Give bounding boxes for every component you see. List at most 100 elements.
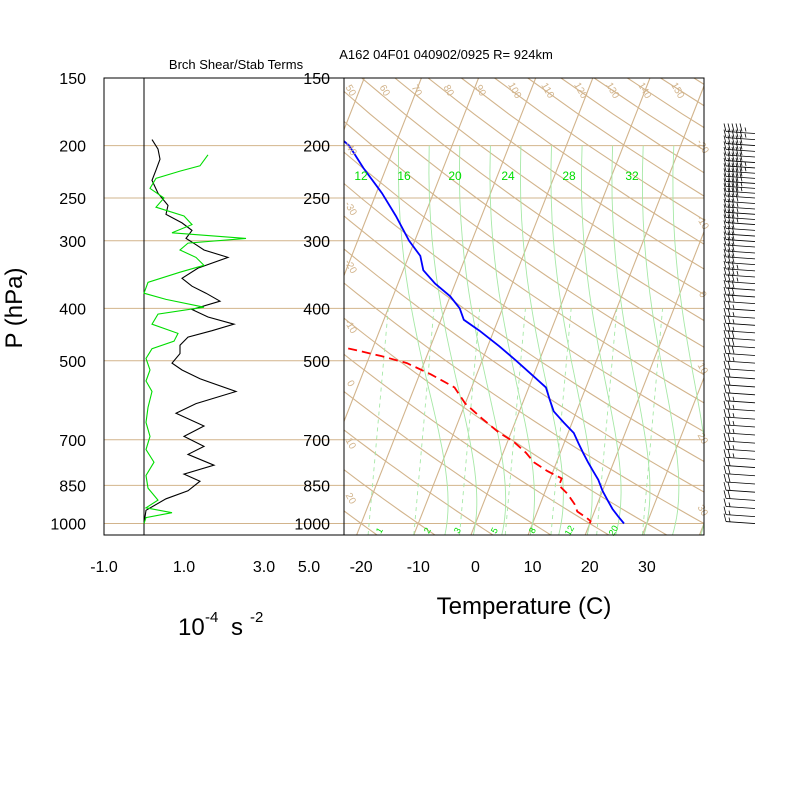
wind-barb-feather bbox=[739, 141, 743, 150]
moist-adiabat-line bbox=[580, 145, 622, 535]
wind-barb-feather bbox=[723, 220, 727, 229]
wind-barb-staff bbox=[725, 239, 756, 242]
wind-barb-staff bbox=[725, 268, 756, 272]
isotherm-edge-label: -20 bbox=[694, 138, 711, 156]
wind-barb-feather bbox=[723, 449, 727, 458]
wind-barb-feather bbox=[727, 482, 731, 491]
wind-barb-feather bbox=[731, 173, 735, 182]
dry-adiabat-line bbox=[344, 317, 667, 535]
black-profile-line bbox=[143, 139, 238, 524]
wind-barb-feather bbox=[723, 345, 727, 354]
wind-barb-staff bbox=[725, 440, 756, 444]
wind-barb-feather bbox=[727, 308, 731, 317]
wind-barb bbox=[723, 173, 756, 184]
isotherm-line bbox=[757, 78, 800, 535]
wind-barb-feather bbox=[727, 204, 731, 213]
mixing-ratio-label: 28 bbox=[562, 169, 576, 183]
wind-barb-feather bbox=[727, 441, 731, 450]
wind-barb-feather bbox=[727, 433, 731, 442]
wind-barb-half-feather bbox=[728, 502, 731, 507]
mixing-ratio-bottom-label: 5 bbox=[489, 526, 500, 535]
dry-adiabat-line bbox=[344, 353, 610, 535]
wind-barb-feather bbox=[723, 457, 727, 466]
wind-barb-feather bbox=[731, 248, 735, 257]
adiabat-top-label: 90 bbox=[473, 83, 488, 99]
moist-adiabat-line bbox=[641, 145, 680, 535]
wind-barb bbox=[723, 400, 756, 412]
wind-barb-half-feather bbox=[740, 182, 743, 187]
wind-barb-staff bbox=[725, 368, 756, 372]
wind-barb-feather bbox=[723, 293, 727, 302]
wind-barb-feather bbox=[723, 490, 727, 499]
mixing-ratio-label: 32 bbox=[625, 169, 639, 183]
isotherm-line bbox=[698, 522, 704, 535]
wind-barb bbox=[723, 248, 756, 260]
wind-barb-feather bbox=[735, 129, 739, 138]
pressure-tick-label: 300 bbox=[303, 234, 330, 251]
wind-barb-feather bbox=[723, 173, 727, 182]
temperature-axis-label: Temperature (C) bbox=[437, 593, 612, 620]
wind-barb-feather bbox=[727, 416, 731, 426]
isotherm-edge-label: 10 bbox=[343, 436, 358, 452]
left-panel-title: Brch Shear/Stab Terms bbox=[169, 57, 304, 72]
pressure-tick-label: 1000 bbox=[50, 517, 86, 534]
wind-barb-feather bbox=[723, 482, 727, 491]
wind-barb-feather bbox=[723, 513, 727, 522]
wind-barb-feather bbox=[731, 193, 735, 202]
wind-barb bbox=[723, 183, 756, 194]
left-series-group bbox=[143, 139, 247, 524]
wind-barb-staff bbox=[725, 315, 756, 319]
wind-barb-feather bbox=[723, 279, 727, 289]
wind-barb-feather bbox=[727, 173, 731, 182]
wind-barb-feather bbox=[727, 337, 731, 346]
wind-barb-feather bbox=[727, 209, 731, 218]
skewt-background-lines bbox=[344, 78, 800, 535]
wind-barb-feather bbox=[739, 129, 743, 138]
shear-stability-panel: 150 200 250 300 400 500 700 850 1000 -1.0 1.0 3.0 5… bbox=[50, 71, 345, 641]
wind-barb-feather bbox=[727, 193, 731, 202]
wind-barb-staff bbox=[725, 337, 756, 341]
wind-barb-feather bbox=[727, 183, 731, 192]
wind-barb-feather bbox=[727, 345, 731, 354]
wind-barb-feather bbox=[735, 163, 739, 172]
wind-barb-feather bbox=[723, 266, 727, 276]
wind-barb bbox=[723, 360, 756, 372]
wind-barb-half-feather bbox=[732, 420, 735, 426]
wind-barb-feather bbox=[727, 424, 731, 434]
wind-barb-feather bbox=[727, 392, 731, 401]
wind-barb bbox=[723, 293, 756, 305]
wind-barb-feather bbox=[727, 360, 731, 369]
wind-barb-staff bbox=[725, 165, 756, 169]
wind-barb bbox=[723, 368, 756, 380]
dry-adiabat-line bbox=[344, 120, 704, 376]
wind-barb-feather bbox=[731, 293, 735, 302]
mixing-ratio-bottom-label: 12 bbox=[563, 524, 577, 538]
isotherm-line bbox=[356, 78, 537, 535]
mixing-ratio-label: 16 bbox=[397, 169, 411, 183]
mixing-ratio-line bbox=[367, 308, 389, 535]
wind-barb-half-feather bbox=[732, 413, 735, 418]
wind-barb-staff bbox=[725, 521, 756, 524]
wind-barb-feather bbox=[723, 254, 727, 263]
dry-adiabat-line bbox=[627, 78, 704, 129]
wind-barb-feather bbox=[727, 473, 731, 483]
dry-adiabat-line bbox=[794, 78, 800, 535]
wind-barb-half-feather bbox=[740, 187, 743, 192]
wind-barb bbox=[723, 152, 756, 163]
adiabat-top-label: 80 bbox=[441, 83, 456, 99]
wind-barb-feather bbox=[727, 254, 731, 263]
temperature-tick-label: 20 bbox=[581, 559, 599, 576]
wind-barb-feather bbox=[723, 360, 727, 369]
wind-barb-feather bbox=[723, 152, 727, 161]
wind-barb-feather bbox=[723, 465, 727, 474]
wind-barb-feather bbox=[723, 506, 727, 515]
wind-barb-feather bbox=[731, 236, 735, 246]
wind-barb-feather bbox=[731, 168, 735, 177]
wind-barb-staff bbox=[725, 281, 756, 285]
wind-barb-half-feather bbox=[732, 396, 735, 401]
wind-barb-staff bbox=[725, 473, 756, 477]
wind-barb-feather bbox=[739, 173, 743, 182]
moist-adiabat-line bbox=[458, 145, 507, 535]
wind-barb-half-feather bbox=[744, 167, 747, 172]
